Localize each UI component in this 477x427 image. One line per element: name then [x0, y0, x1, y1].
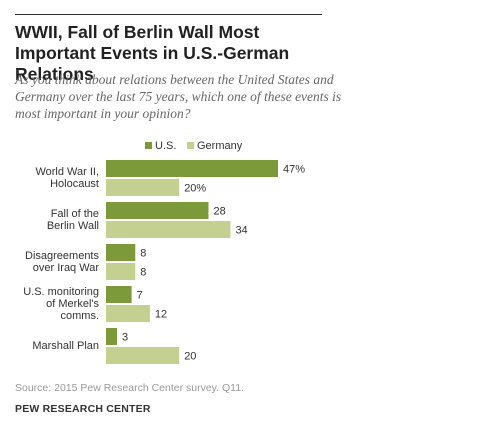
- category-label-line: Marshall Plan: [32, 340, 99, 352]
- legend-swatch-germany: [187, 142, 194, 149]
- bar-germany: [106, 305, 150, 322]
- category-label-line: over Iraq War: [33, 262, 100, 274]
- legend: U.S. Germany: [145, 140, 243, 152]
- bar-germany: [106, 347, 180, 364]
- bar-group: World War II, Holocaust 47% 20%: [35, 160, 305, 196]
- category-label: Fall of the Berlin Wall: [47, 208, 99, 232]
- bar-germany: [106, 221, 231, 238]
- category-label-line: World War II,: [35, 166, 99, 178]
- bar-group: Marshall Plan 3 20: [32, 328, 196, 364]
- bar-germany: [106, 179, 180, 196]
- category-label: Marshall Plan: [32, 340, 99, 352]
- category-label-line: Berlin Wall: [47, 220, 99, 232]
- bar-us: [106, 244, 136, 261]
- value-label-us: 3: [122, 332, 128, 344]
- category-label: U.S. monitoring of Merkel's comms.: [23, 286, 99, 322]
- legend-label-us: U.S.: [155, 140, 176, 152]
- value-label-us: 7: [137, 290, 143, 302]
- bar-us: [106, 286, 132, 303]
- bar-group: Disagreements over Iraq War 8 8: [25, 244, 146, 280]
- value-label-germany: 34: [235, 225, 247, 237]
- value-label-us: 47%: [283, 164, 305, 176]
- chart-title: WWII, Fall of Berlin Wall Most Important…: [15, 22, 290, 84]
- category-label-line: U.S. monitoring: [23, 286, 99, 298]
- value-label-us: 8: [140, 248, 146, 260]
- value-label-us: 28: [213, 206, 225, 218]
- legend-swatch-us: [145, 142, 152, 149]
- org-name: PEW RESEARCH CENTER: [15, 403, 151, 415]
- bar-us: [106, 328, 117, 345]
- chart-subtitle: As you think about relations between the…: [15, 72, 342, 121]
- category-label: Disagreements over Iraq War: [25, 250, 99, 274]
- title-rule: [15, 14, 322, 15]
- bar-group: U.S. monitoring of Merkel's comms. 7 12: [23, 286, 167, 322]
- bar-us: [106, 160, 279, 177]
- category-label: World War II, Holocaust: [35, 166, 99, 190]
- value-label-germany: 12: [155, 309, 167, 321]
- legend-label-germany: Germany: [197, 140, 243, 152]
- category-label-line: comms.: [61, 310, 100, 322]
- bar-group: Fall of the Berlin Wall 28 34: [47, 202, 248, 238]
- value-label-germany: 20%: [184, 183, 206, 195]
- value-label-germany: 20: [184, 351, 196, 363]
- bar-chart: U.S. Germany World War II, Holocaust 47% 20% F…: [23, 140, 305, 364]
- value-label-germany: 8: [140, 267, 146, 279]
- category-label-line: Disagreements: [25, 250, 99, 262]
- category-label-line: Fall of the: [51, 208, 99, 220]
- bar-us: [106, 202, 209, 219]
- bar-germany: [106, 263, 136, 280]
- source-note: Source: 2015 Pew Research Center survey.…: [15, 382, 244, 394]
- category-label-line: of Merkel's: [46, 298, 99, 310]
- category-label-line: Holocaust: [50, 178, 99, 190]
